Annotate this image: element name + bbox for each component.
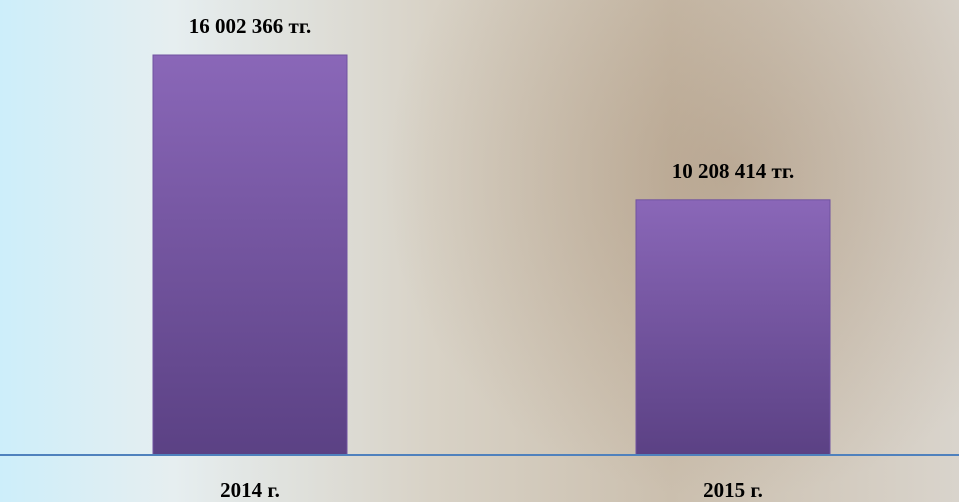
value-label: 10 208 414 тг. [672, 159, 794, 183]
plot [153, 55, 830, 455]
bar [153, 55, 347, 455]
slide: {"chart_data": {"type": "bar", "categori… [0, 0, 959, 502]
chart: 16 002 366 тг. 2014 г. 10 208 414 тг. 2015 … [0, 0, 959, 502]
x-tick-label: 2014 г. [220, 478, 280, 502]
x-tick-label: 2015 г. [703, 478, 763, 502]
value-label: 16 002 366 тг. [189, 14, 311, 38]
bar [636, 200, 830, 455]
